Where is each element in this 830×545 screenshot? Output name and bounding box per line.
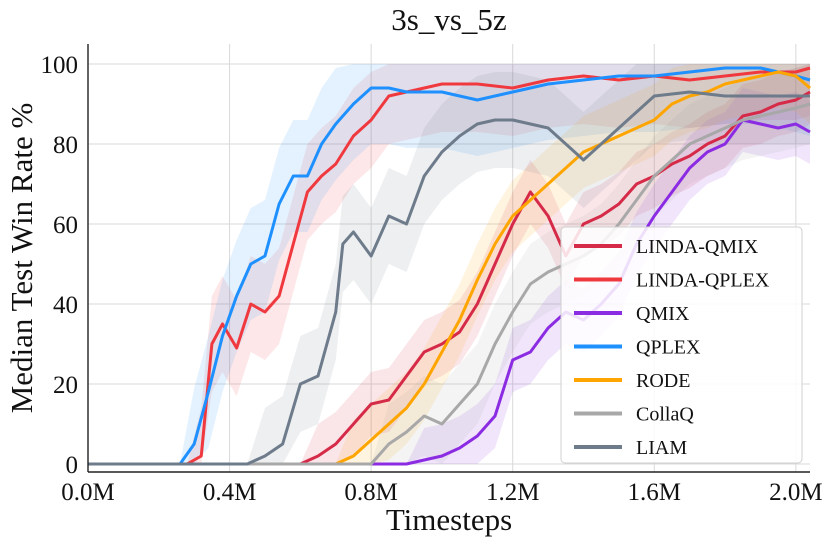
band-linda-qplex bbox=[88, 64, 810, 464]
band-liam bbox=[88, 64, 810, 464]
x-tick-label: 2.0M bbox=[769, 479, 822, 506]
axes bbox=[87, 44, 810, 473]
y-tick-label: 0 bbox=[66, 452, 79, 479]
tick-labels: 0.0M 0.4M 0.8M 1.2M 1.6M 2.0M 0 20 40 60 80 100 bbox=[41, 52, 823, 506]
band-linda-qmix bbox=[88, 64, 810, 464]
legend-label-rode: RODE bbox=[636, 370, 690, 392]
x-tick-label: 1.2M bbox=[486, 479, 539, 506]
x-tick-label: 0.8M bbox=[344, 479, 397, 506]
legend-label-collaq: CollaQ bbox=[636, 404, 694, 426]
legend: LINDA-QMIX LINDA-QPLEX QMIX QPLEX RODE CollaQ… bbox=[560, 226, 803, 464]
legend-label-linda-qplex: LINDA-QPLEX bbox=[636, 270, 770, 292]
legend-label-linda-qmix: LINDA-QMIX bbox=[636, 236, 759, 258]
legend-label-qplex: QPLEX bbox=[636, 337, 701, 359]
y-tick-label: 40 bbox=[53, 292, 78, 319]
legend-box bbox=[560, 226, 803, 464]
x-tick-label: 1.6M bbox=[628, 479, 681, 506]
y-tick-label: 100 bbox=[41, 52, 79, 79]
x-tick-label: 0.4M bbox=[203, 479, 256, 506]
y-axis-title: Median Test Win Rate % bbox=[4, 103, 39, 414]
chart-title: 3s_vs_5z bbox=[391, 2, 506, 37]
legend-label-liam: LIAM bbox=[636, 437, 687, 459]
series-lines bbox=[87, 66, 811, 466]
band-rode bbox=[88, 64, 810, 464]
band-collaq bbox=[88, 64, 810, 464]
y-tick-label: 80 bbox=[53, 132, 78, 159]
x-tick-label: 0.0M bbox=[61, 479, 114, 506]
legend-label-qmix: QMIX bbox=[636, 303, 690, 325]
y-tick-label: 20 bbox=[53, 372, 78, 399]
y-tick-label: 60 bbox=[53, 212, 78, 239]
x-axis-title: Timesteps bbox=[386, 502, 512, 537]
